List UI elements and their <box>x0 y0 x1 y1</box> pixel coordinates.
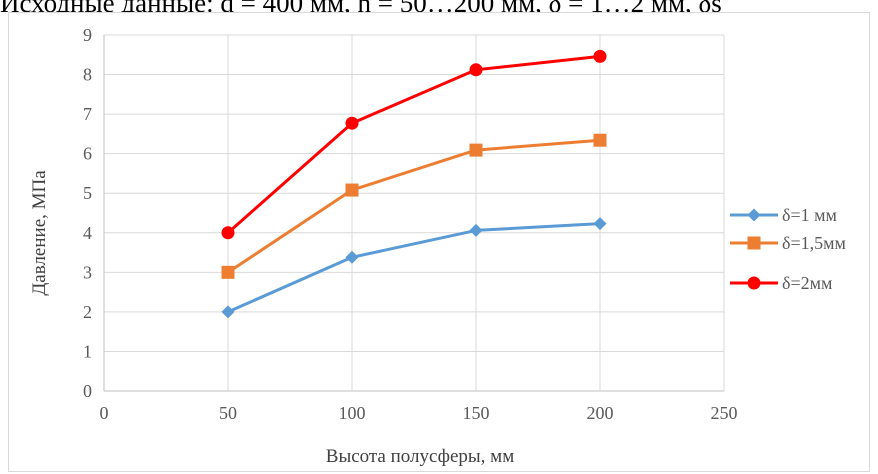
y-tick-label: 6 <box>83 144 92 164</box>
x-tick-labels: 0 50 100 150 200 250 <box>100 403 738 423</box>
y-tick-label: 0 <box>83 381 92 401</box>
legend-label: δ=2мм <box>782 273 832 293</box>
data-point <box>345 183 359 197</box>
series-3 <box>221 49 607 240</box>
legend-marker <box>747 236 761 250</box>
y-tick-label: 5 <box>83 183 92 203</box>
y-tick-label: 1 <box>83 341 92 361</box>
x-tick-label: 150 <box>463 403 490 423</box>
legend-item-2: δ=1,5мм <box>730 233 846 253</box>
y-tick-label: 8 <box>83 65 92 85</box>
y-tick-labels: 0 1 2 3 4 5 6 7 8 9 <box>83 25 92 401</box>
x-axis-label: Высота полусферы, мм <box>326 446 514 467</box>
legend-item-3: δ=2мм <box>730 273 832 293</box>
series-line <box>226 138 602 274</box>
legend-label: δ=1,5мм <box>782 233 846 253</box>
grid-lines <box>104 34 725 391</box>
data-point <box>593 217 607 231</box>
x-tick-label: 50 <box>219 403 237 423</box>
y-tick-label: 2 <box>83 302 92 322</box>
y-tick-label: 7 <box>83 104 92 124</box>
data-point <box>345 116 359 130</box>
data-point <box>221 305 235 319</box>
y-axis-label: Давление, МПа <box>29 170 50 296</box>
y-tick-label: 3 <box>83 262 92 282</box>
legend-label: δ=1 мм <box>782 205 837 225</box>
series-1 <box>221 217 607 319</box>
series-layer <box>221 49 607 319</box>
x-tick-label: 100 <box>339 403 366 423</box>
data-point <box>593 49 607 63</box>
legend: δ=1 мм δ=1,5мм δ=2мм <box>730 205 846 293</box>
series-line <box>226 222 602 314</box>
legend-item-1: δ=1 мм <box>730 205 837 225</box>
axes <box>103 35 724 392</box>
data-point <box>469 63 483 77</box>
y-tick-label: 4 <box>83 223 92 243</box>
data-point <box>345 250 359 264</box>
series-line <box>226 54 602 235</box>
data-point <box>593 133 607 147</box>
x-tick-label: 250 <box>711 403 738 423</box>
chart-frame <box>8 12 870 472</box>
x-tick-label: 200 <box>587 403 614 423</box>
data-point <box>469 143 483 157</box>
legend-marker <box>747 276 761 290</box>
series-2 <box>221 133 607 279</box>
data-point <box>221 226 235 240</box>
y-tick-label: 9 <box>83 25 92 45</box>
data-point <box>221 265 235 279</box>
data-point <box>469 223 483 237</box>
x-tick-label: 0 <box>100 403 109 423</box>
legend-marker <box>747 208 761 222</box>
